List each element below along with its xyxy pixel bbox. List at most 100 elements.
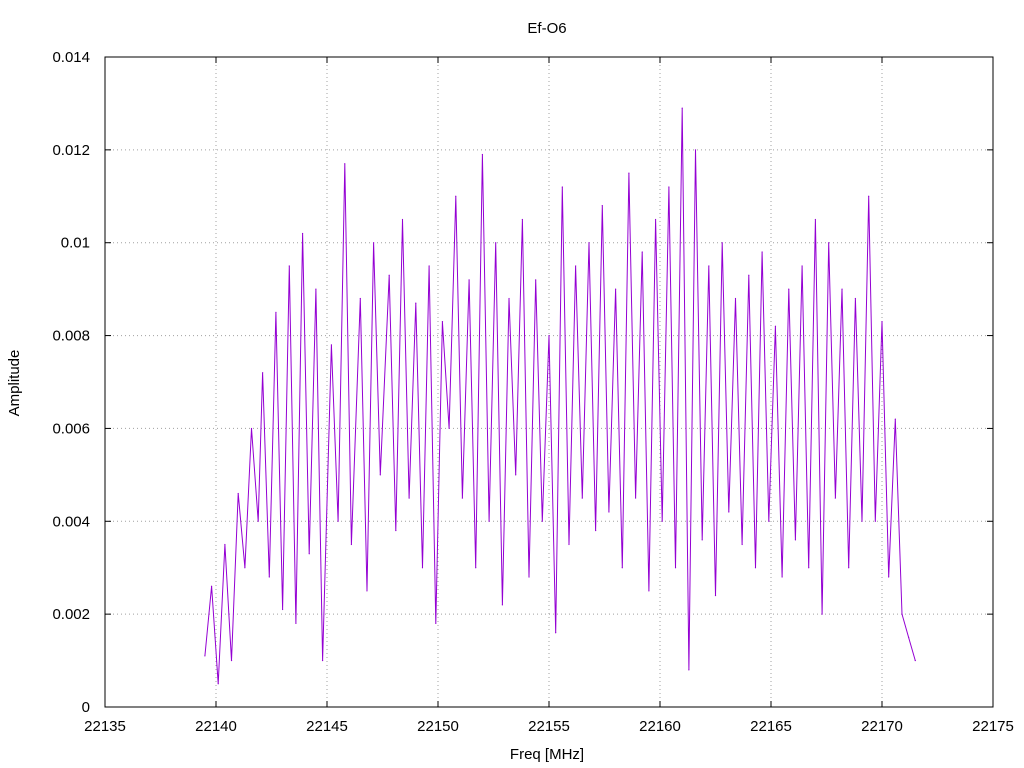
data-point [894,418,896,420]
data-point [344,163,346,165]
data-point [748,274,750,276]
data-point [595,529,597,532]
x-tick-label: 22155 [528,718,570,735]
data-point [794,539,797,541]
data-point [648,590,650,592]
data-point [224,543,226,546]
data-point [528,576,530,578]
data-point [901,613,903,615]
x-tick-label: 22145 [306,718,348,735]
data-point [217,683,219,685]
y-tick-label: 0.01 [61,235,90,252]
data-point [268,576,270,578]
data-point [468,279,470,281]
data-point [548,334,550,337]
data-point [257,520,259,522]
axis-ticks: 22135 22140 22145 22150 22155 22160 22165 22170… [52,49,1013,735]
data-point [428,265,430,267]
data-point [481,153,483,156]
data-point [601,204,603,207]
data-point [301,232,304,235]
data-point [768,520,770,522]
data-point [721,242,723,244]
data-point [741,543,743,546]
data-point [401,218,404,221]
data-point [674,567,677,569]
data-point [244,567,246,569]
data-point [608,511,610,513]
data-point [337,520,339,522]
data-point [282,608,284,611]
x-tick-label: 22135 [84,718,126,735]
series-line [204,108,916,684]
data-point [408,497,410,499]
data-point [681,107,683,109]
data-point [788,288,790,290]
x-tick-label: 22140 [195,718,237,735]
data-point [350,543,353,546]
x-tick-label: 22175 [972,718,1014,735]
data-point [841,288,843,290]
data-point [501,604,503,606]
data-point [461,497,464,499]
data-point [508,297,510,300]
data-point [250,427,253,430]
data-point [495,242,497,244]
data-point [421,567,424,569]
data-point [774,325,777,327]
data-point [415,302,417,304]
data-point [808,567,810,569]
data-point [555,632,557,634]
data-point [541,520,543,522]
data-point [295,622,297,625]
data-point [204,655,206,657]
data-point [821,613,823,615]
data-point [379,474,381,476]
data-point [834,497,836,499]
data-point [874,520,876,522]
data-point [275,311,277,313]
data-point [668,186,670,188]
data-point [210,585,213,587]
data-point [701,539,703,541]
data-point [359,297,361,300]
data-point [661,520,663,522]
data-point [694,149,697,151]
data-point [262,372,264,374]
data-point [488,520,490,522]
y-tick-label: 0.012 [52,142,90,159]
grid-lines [105,57,993,707]
y-tick-label: 0.004 [52,513,90,530]
data-point [708,265,710,267]
y-tick-label: 0.014 [52,49,90,66]
data-point [588,242,590,244]
data-point [575,265,577,267]
x-tick-label: 22160 [639,718,681,735]
data-point [828,242,830,244]
data-point [868,195,870,197]
data-point [388,274,390,276]
data-point [535,279,537,281]
data-point [373,242,375,244]
y-tick-label: 0.006 [52,420,90,437]
data-point [435,622,437,625]
x-tick-label: 22170 [861,718,903,735]
data-point [615,288,617,290]
series-layer [204,107,916,685]
x-tick-label: 22150 [417,718,459,735]
data-point [761,251,763,253]
data-point [854,297,856,300]
data-point [308,553,310,555]
data-point [641,251,643,253]
data-point [888,576,890,578]
data-point [621,567,623,569]
data-point [330,344,333,346]
data-point [475,567,477,569]
y-tick-label: 0 [82,699,90,716]
y-tick-label: 0.008 [52,328,90,345]
data-point [515,474,517,476]
data-point [568,543,570,546]
data-point [728,511,730,513]
data-point [230,659,233,662]
